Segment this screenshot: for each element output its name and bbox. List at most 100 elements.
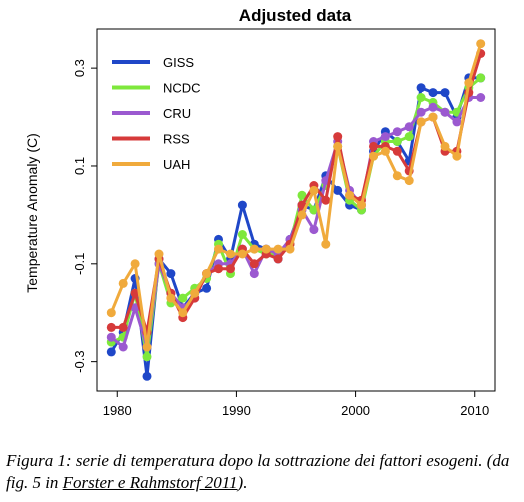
legend-item: RSS bbox=[112, 132, 190, 147]
legend-label: NCDC bbox=[163, 81, 201, 96]
data-point bbox=[452, 117, 462, 127]
data-point bbox=[416, 107, 426, 117]
data-point bbox=[416, 117, 426, 127]
data-point bbox=[142, 352, 152, 362]
data-point bbox=[392, 127, 402, 137]
data-point bbox=[404, 176, 414, 186]
legend-label: RSS bbox=[163, 132, 190, 147]
data-point bbox=[178, 308, 188, 318]
data-point bbox=[321, 239, 331, 249]
caption-text: Figura 1: serie di temperatura dopo la s… bbox=[6, 451, 510, 492]
data-point bbox=[166, 269, 176, 279]
data-point bbox=[369, 151, 378, 161]
data-point bbox=[118, 278, 128, 288]
data-point bbox=[428, 102, 438, 112]
axes: 1980 1990 2000 2010 -0.3 -0.1 0.1 0.3 bbox=[72, 59, 489, 418]
legend-item: GISS bbox=[112, 55, 194, 70]
data-point bbox=[357, 200, 366, 210]
data-point bbox=[249, 244, 259, 254]
series-uah bbox=[106, 39, 486, 352]
data-point bbox=[476, 39, 486, 49]
y-tick-label: 0.3 bbox=[72, 59, 87, 77]
legend-label: GISS bbox=[163, 55, 194, 70]
data-point bbox=[309, 225, 319, 235]
data-point bbox=[416, 93, 426, 102]
series-layer bbox=[106, 39, 486, 381]
figure-caption: Figura 1: serie di temperatura dopo la s… bbox=[6, 450, 520, 494]
data-point bbox=[130, 259, 140, 269]
data-point bbox=[452, 151, 462, 161]
data-point bbox=[237, 249, 247, 259]
data-point bbox=[285, 244, 295, 254]
data-point bbox=[309, 185, 319, 195]
data-point bbox=[237, 230, 247, 239]
data-point bbox=[226, 249, 235, 259]
data-point bbox=[392, 137, 402, 146]
data-point bbox=[118, 322, 128, 332]
data-point bbox=[476, 73, 486, 83]
data-point bbox=[273, 254, 283, 264]
data-point bbox=[106, 332, 116, 342]
data-point bbox=[404, 122, 414, 132]
legend-label: CRU bbox=[163, 106, 191, 121]
data-point bbox=[261, 244, 271, 254]
data-point bbox=[440, 107, 450, 117]
data-point bbox=[154, 249, 164, 259]
data-point bbox=[333, 141, 343, 151]
x-tick-label: 1990 bbox=[222, 403, 251, 418]
data-point bbox=[130, 288, 140, 298]
data-point bbox=[142, 342, 152, 352]
y-axis-label: Temperature Anomaly (C) bbox=[24, 133, 40, 293]
data-point bbox=[464, 78, 474, 88]
data-point bbox=[380, 132, 390, 142]
data-point bbox=[369, 141, 378, 151]
data-point bbox=[297, 190, 307, 200]
data-point bbox=[440, 141, 450, 151]
data-point bbox=[249, 269, 259, 279]
y-tick-label: -0.3 bbox=[72, 350, 87, 372]
legend-item: NCDC bbox=[112, 81, 201, 96]
caption-link[interactable]: Forster e Rahmstorf 2011 bbox=[62, 473, 238, 492]
data-point bbox=[392, 171, 402, 181]
data-point bbox=[214, 264, 223, 274]
data-point bbox=[333, 132, 343, 142]
x-tick-label: 1980 bbox=[103, 403, 132, 418]
data-point bbox=[142, 371, 152, 381]
data-point bbox=[273, 244, 283, 254]
data-point bbox=[202, 269, 212, 279]
data-point bbox=[214, 244, 223, 254]
y-tick-label: 0.1 bbox=[72, 157, 87, 175]
data-point bbox=[118, 342, 128, 352]
y-tick-label: -0.1 bbox=[72, 253, 87, 275]
data-point bbox=[166, 293, 176, 303]
chart-title: Adjusted data bbox=[239, 6, 352, 25]
data-point bbox=[440, 88, 450, 98]
plot-frame bbox=[96, 28, 496, 392]
data-point bbox=[106, 308, 116, 318]
legend-item: CRU bbox=[112, 106, 191, 121]
data-point bbox=[178, 293, 188, 303]
data-point bbox=[237, 200, 247, 210]
data-point bbox=[321, 195, 331, 205]
data-point bbox=[392, 146, 402, 156]
caption-end: ). bbox=[237, 473, 248, 492]
legend-label: UAH bbox=[163, 157, 190, 172]
legend-item: UAH bbox=[112, 157, 190, 172]
data-point bbox=[309, 205, 319, 215]
data-point bbox=[297, 210, 307, 220]
x-tick-label: 2010 bbox=[460, 403, 489, 418]
data-point bbox=[333, 185, 343, 195]
data-point bbox=[106, 322, 116, 332]
data-point bbox=[476, 93, 486, 102]
data-point bbox=[190, 288, 200, 298]
data-point bbox=[226, 264, 235, 274]
data-point bbox=[345, 190, 355, 200]
data-point bbox=[106, 347, 116, 357]
data-point bbox=[202, 283, 212, 293]
data-point bbox=[404, 132, 414, 142]
data-point bbox=[428, 112, 438, 122]
data-point bbox=[380, 146, 390, 156]
data-point bbox=[249, 259, 259, 269]
data-point bbox=[416, 83, 426, 93]
